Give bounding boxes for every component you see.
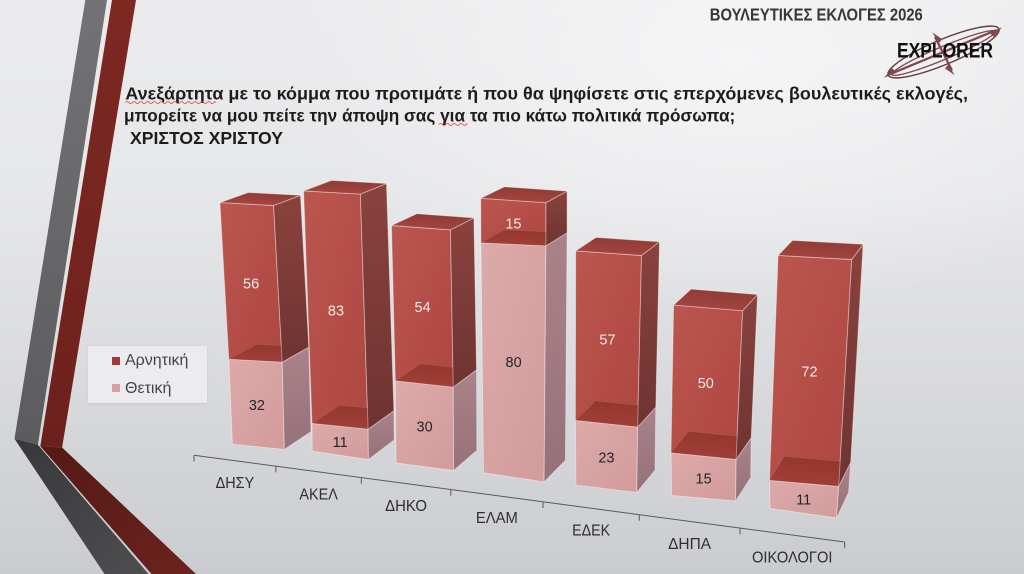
svg-text:ΕΔΕΚ: ΕΔΕΚ [572, 523, 610, 540]
svg-text:50: 50 [698, 376, 714, 392]
svg-text:ΧΡΙΣΤΟΣ ΧΡΙΣΤΟΥ: ΧΡΙΣΤΟΣ ΧΡΙΣΤΟΥ [130, 128, 283, 148]
svg-text:32: 32 [249, 398, 265, 414]
svg-text:80: 80 [506, 355, 522, 371]
svg-text:Ανεξάρτητα με το κόμμα που προ: Ανεξάρτητα με το κόμμα που προτιμάτε ή π… [125, 83, 968, 104]
svg-text:ΔΗΠΑ: ΔΗΠΑ [668, 536, 711, 553]
svg-text:11: 11 [333, 435, 348, 451]
svg-text:57: 57 [599, 333, 615, 349]
svg-text:15: 15 [696, 471, 712, 487]
svg-text:23: 23 [598, 451, 614, 467]
svg-text:ΟΙΚΟΛΟΓΟΙ: ΟΙΚΟΛΟΓΟΙ [752, 550, 833, 567]
svg-text:72: 72 [801, 365, 817, 381]
svg-text:83: 83 [328, 304, 344, 320]
svg-text:EXPLORER: EXPLORER [897, 39, 993, 62]
svg-text:ΕΛΑΜ: ΕΛΑΜ [476, 510, 518, 527]
svg-text:56: 56 [243, 277, 259, 293]
svg-text:54: 54 [415, 300, 431, 316]
svg-text:30: 30 [417, 420, 433, 436]
svg-text:15: 15 [505, 217, 521, 233]
svg-text:ΒΟΥΛΕΥΤΙΚΕΣ ΕΚΛΟΓΕΣ 2026: ΒΟΥΛΕΥΤΙΚΕΣ ΕΚΛΟΓΕΣ 2026 [710, 5, 923, 25]
svg-text:ΑΚΕΛ: ΑΚΕΛ [299, 486, 338, 503]
svg-text:11: 11 [796, 493, 811, 509]
svg-text:μπορείτε να μου πείτε την άποψ: μπορείτε να μου πείτε την άποψη σας για … [124, 105, 735, 125]
svg-text:ΔΗΣΥ: ΔΗΣΥ [216, 475, 255, 492]
svg-text:ΔΗΚΟ: ΔΗΚΟ [385, 498, 427, 515]
